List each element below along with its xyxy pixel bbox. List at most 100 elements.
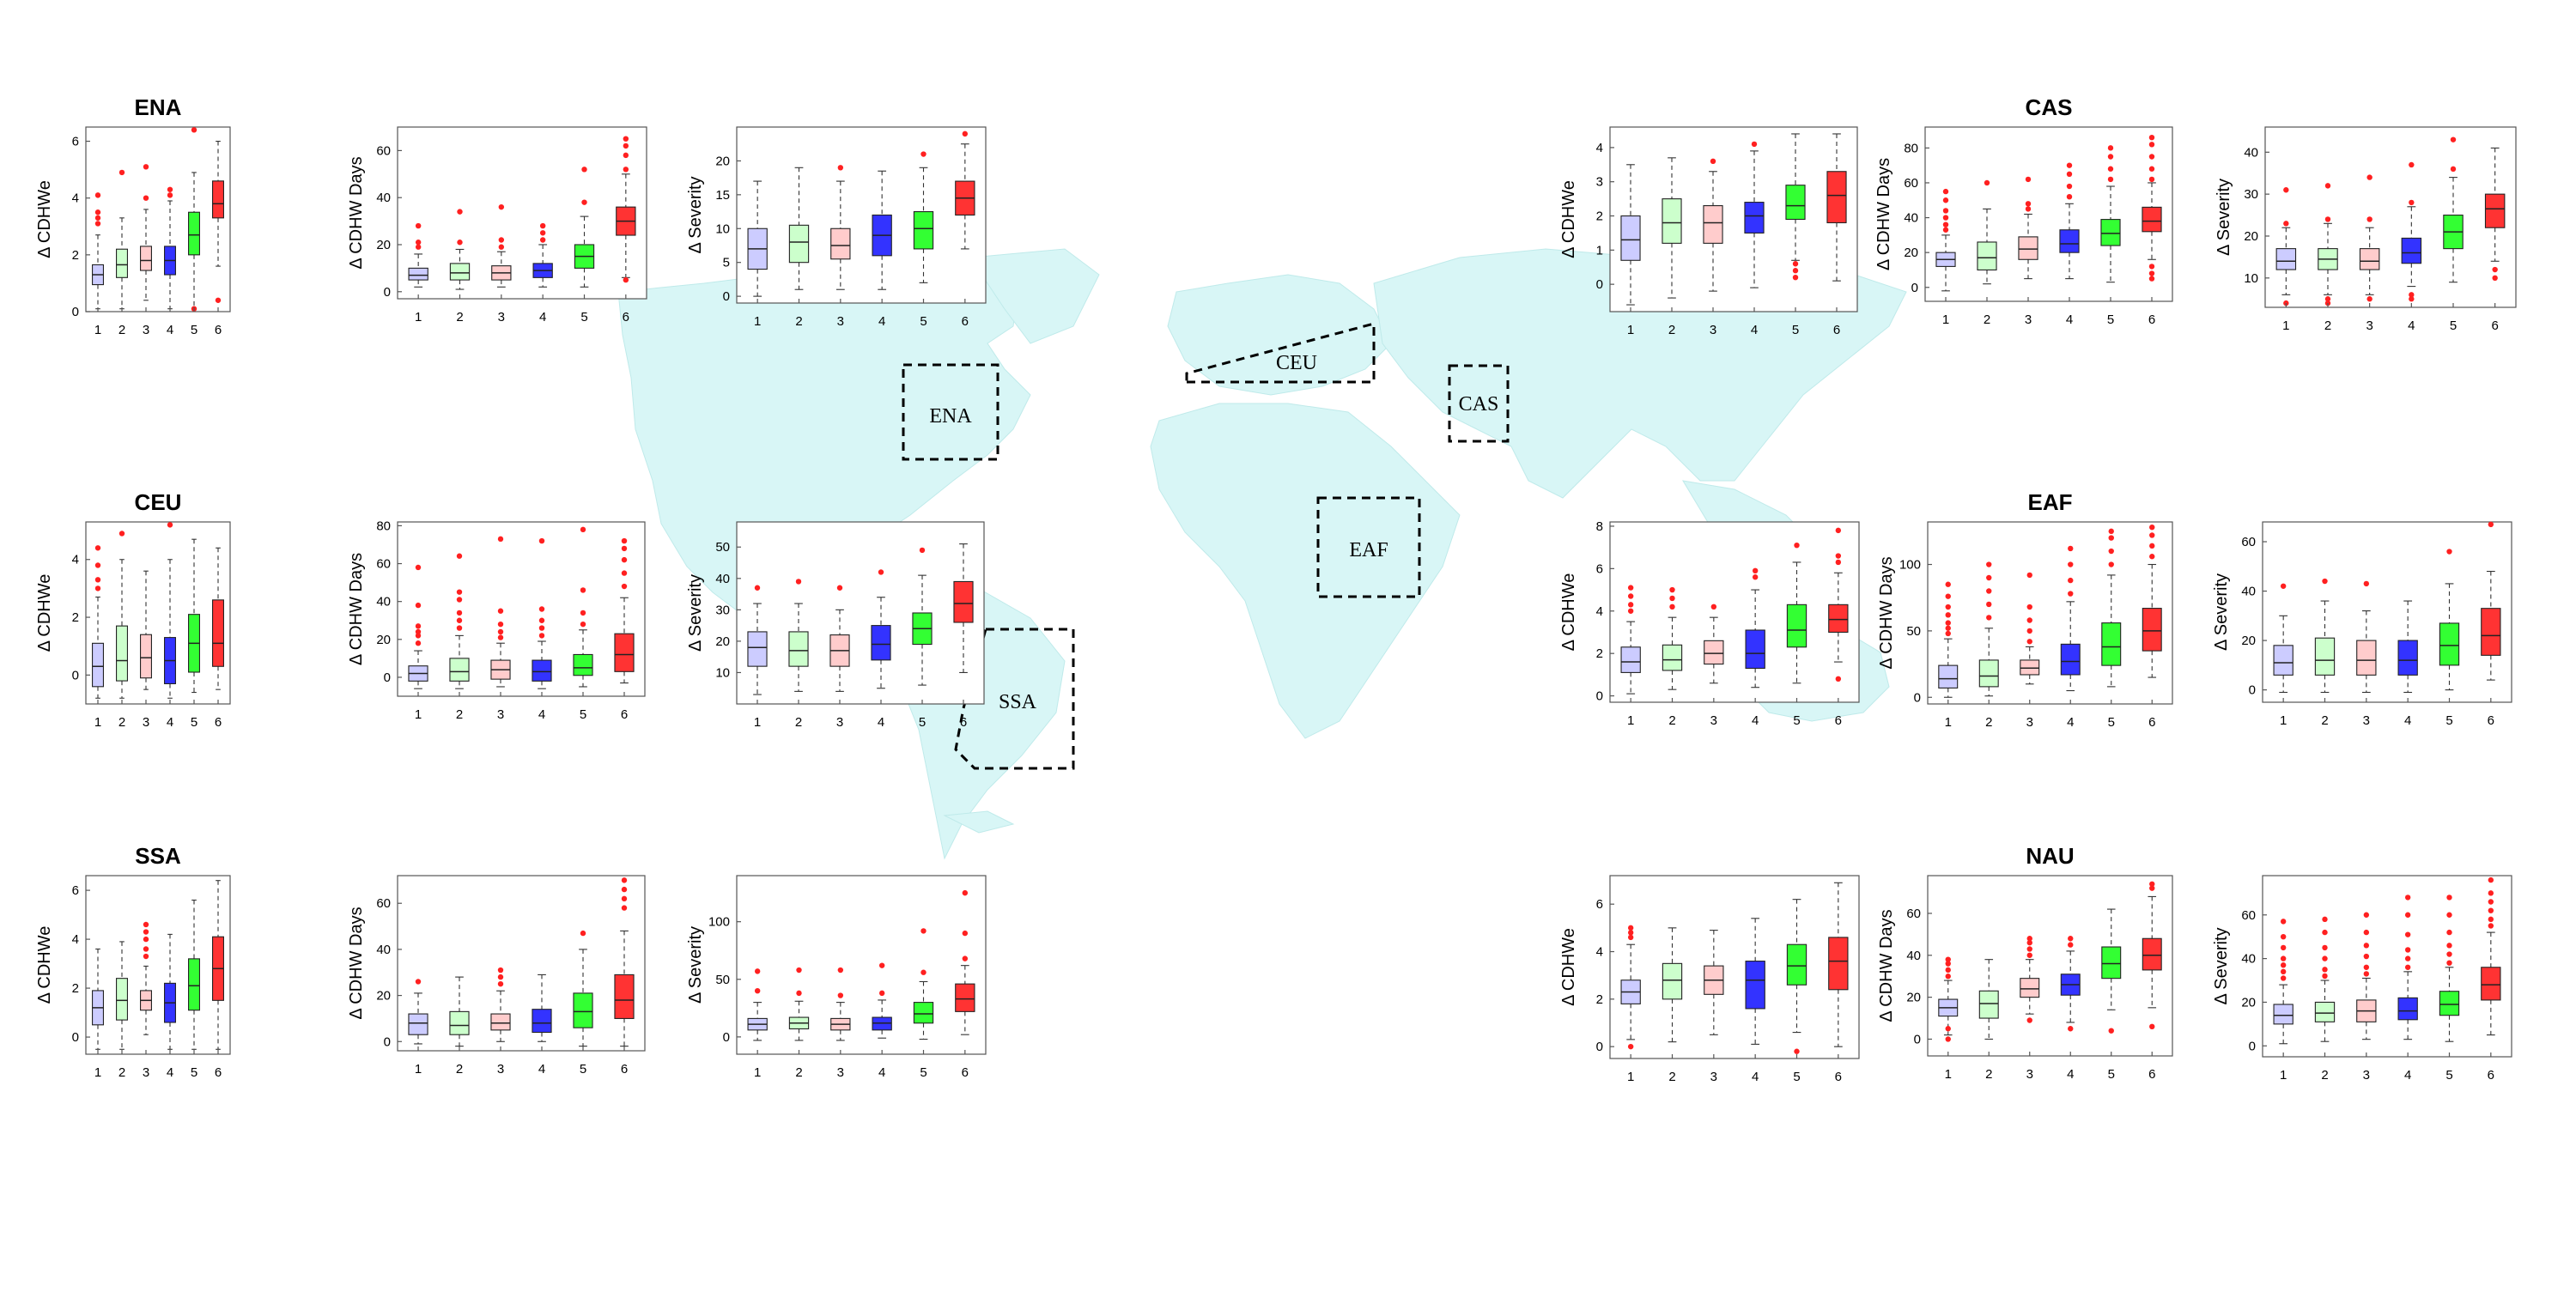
outlier-point [754, 968, 761, 974]
boxplot-panel-ceu-4: Δ CDHW Days 0 20 40 60 80 1 2 3 4 5 6 [347, 519, 646, 722]
outlier-point [2488, 907, 2494, 913]
y-tick-label: 20 [715, 154, 730, 168]
outlier-point [1942, 188, 1949, 195]
region-label-cas: CAS [1459, 393, 1499, 416]
x-tick-label: 6 [2488, 713, 2494, 728]
y-tick-label: 10 [2244, 271, 2258, 286]
y-tick-label: 4 [1596, 945, 1603, 960]
box-1 [1620, 164, 1641, 306]
box-5 [188, 899, 200, 1050]
y-tick-label: 4 [72, 932, 79, 947]
x-tick-label: 4 [167, 1065, 173, 1080]
outlier-point [2366, 216, 2372, 222]
x-tick-label: 6 [962, 314, 969, 329]
box-iqr [1620, 215, 1641, 261]
plot-frame [397, 875, 646, 1052]
x-tick-label: 5 [2108, 715, 2115, 730]
outlier-point [415, 564, 422, 571]
plot-frame [1924, 126, 2173, 302]
outlier-point [2026, 572, 2032, 579]
outlier-point [2324, 183, 2331, 189]
outlier-point [415, 633, 422, 639]
x-tick-label: 1 [1945, 1067, 1952, 1082]
outlier-point [415, 640, 422, 646]
outlier-point [94, 215, 101, 221]
outlier-point [94, 221, 101, 227]
outlier-point [2324, 296, 2331, 302]
outlier-point [2280, 919, 2287, 925]
box-iqr [955, 983, 975, 1012]
outlier-point [415, 244, 422, 250]
outlier-point [2363, 964, 2370, 970]
x-tick-label: 3 [143, 1065, 149, 1080]
outlier-point [837, 992, 844, 998]
outlier-point [2446, 895, 2452, 901]
outlier-point [415, 222, 422, 229]
y-tick-label: 0 [72, 668, 79, 682]
outlier-point [2068, 545, 2074, 552]
panel-title: CAS [2026, 94, 2073, 120]
outlier-point [2409, 296, 2415, 302]
box-1 [2273, 583, 2293, 694]
outlier-point [2283, 221, 2289, 227]
outlier-point [2322, 973, 2328, 980]
outlier-point [2446, 960, 2452, 966]
outlier-point [2488, 923, 2494, 929]
outlier-point [2107, 166, 2114, 172]
y-tick-label: 0 [1914, 690, 1921, 705]
outlier-point [919, 547, 926, 554]
outlier-point [920, 928, 927, 934]
outlier-point [2404, 955, 2411, 961]
outlier-point [581, 199, 587, 205]
y-tick-label: 20 [1906, 991, 1921, 1005]
box-3 [140, 921, 152, 1035]
outlier-point [2363, 953, 2370, 960]
box-iqr [2401, 237, 2422, 264]
y-tick-label: 20 [376, 238, 391, 252]
box-3 [830, 165, 851, 290]
region-box-cas: CAS [1448, 364, 1510, 443]
outlier-point [962, 930, 969, 937]
y-axis-label: Δ Severity [2212, 573, 2231, 651]
y-tick-label: 6 [1596, 561, 1603, 576]
outlier-point [796, 990, 802, 997]
outlier-point [1986, 601, 1992, 608]
x-tick-label: 5 [191, 1065, 197, 1080]
box-iqr [953, 580, 974, 623]
outlier-point [621, 556, 628, 563]
outlier-point [1794, 1048, 1800, 1054]
box-6 [2484, 147, 2506, 282]
x-tick-label: 6 [621, 1062, 628, 1077]
outlier-point [2149, 532, 2155, 538]
x-tick-label: 5 [2108, 1067, 2115, 1082]
box-iqr [212, 180, 224, 219]
x-tick-label: 4 [167, 715, 173, 730]
outlier-point [2492, 266, 2498, 273]
outlier-point [2148, 276, 2155, 282]
box-iqr [1828, 937, 1849, 991]
outlier-point [2324, 216, 2331, 222]
x-tick-label: 6 [621, 707, 628, 722]
outlier-point [2108, 528, 2114, 535]
y-tick-label: 50 [715, 540, 730, 555]
outlier-point [2066, 194, 2073, 200]
outlier-point [2108, 548, 2114, 555]
y-tick-label: 2 [72, 248, 79, 263]
y-tick-label: 0 [1596, 277, 1603, 292]
box-3 [490, 536, 511, 688]
x-tick-label: 4 [1752, 713, 1759, 728]
box-iqr [92, 642, 104, 688]
box-3 [2020, 572, 2040, 685]
box-iqr [2142, 206, 2162, 233]
box-iqr [490, 1013, 511, 1031]
box-iqr [614, 974, 635, 1019]
outlier-point [754, 987, 761, 994]
region-box-ssa: SSA [954, 628, 1075, 770]
x-tick-label: 5 [1793, 713, 1800, 728]
box-4 [164, 522, 176, 699]
outlier-point [1945, 1026, 1951, 1032]
x-tick-label: 5 [2445, 1068, 2452, 1083]
outlier-point [457, 240, 463, 246]
boxplot-panel-cas-9: Δ CDHWe 0 1 2 3 4 1 2 3 4 5 6 [1559, 126, 1858, 337]
